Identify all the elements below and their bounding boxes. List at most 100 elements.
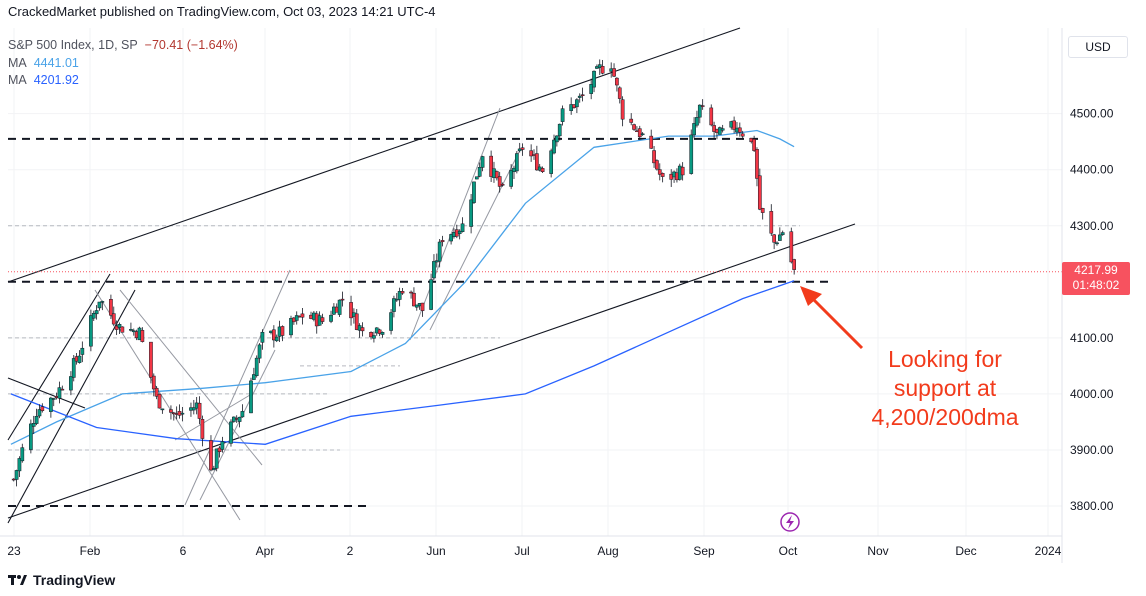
candle [289, 315, 293, 338]
candle [249, 377, 253, 414]
ma-legend-1[interactable]: MA 4441.01 [8, 56, 79, 70]
candle [34, 408, 39, 426]
candle [114, 320, 119, 336]
candle [91, 310, 96, 321]
candle [474, 176, 479, 180]
x-tick-label: 2024 [1035, 544, 1062, 558]
candle-body [14, 470, 19, 480]
candle [617, 86, 622, 104]
annotation-line: support at [893, 375, 997, 401]
candle-body [652, 150, 656, 164]
candle-body [209, 440, 213, 471]
candle [517, 142, 522, 153]
y-tick-label: 4100.00 [1070, 331, 1114, 345]
x-tick-label: Sep [693, 544, 715, 558]
candle-body [360, 327, 365, 332]
candle-body [557, 123, 562, 137]
candle-body [757, 175, 762, 210]
candle [77, 350, 82, 364]
candle-body [529, 150, 533, 157]
candle [229, 419, 233, 447]
candle [400, 288, 405, 295]
candle-body [615, 77, 619, 86]
candle [540, 166, 545, 174]
candle [737, 122, 742, 137]
candle [420, 302, 425, 317]
candle [120, 326, 125, 333]
candle [775, 241, 779, 246]
candle [320, 313, 325, 325]
candle-body [274, 336, 279, 342]
candle [575, 98, 579, 114]
candle [97, 301, 102, 311]
x-tick-label: Dec [955, 544, 976, 558]
candle [577, 93, 582, 103]
candle-body [29, 423, 33, 450]
candle [131, 328, 136, 336]
candle [260, 329, 265, 350]
candle-body [37, 409, 42, 417]
trend-channels [7, 27, 856, 524]
candle-body [140, 330, 145, 342]
candle [472, 181, 476, 205]
candle [557, 123, 562, 141]
currency-button[interactable]: USD [1068, 36, 1128, 58]
candle [457, 229, 462, 240]
candle-body [380, 332, 385, 335]
x-tick-label: Oct [779, 544, 798, 558]
helper-line [184, 269, 291, 506]
helper-line [429, 149, 521, 331]
candle [494, 170, 499, 181]
candle [480, 155, 485, 172]
candle-body [474, 176, 479, 180]
candle-body [320, 317, 325, 322]
candle [57, 381, 62, 404]
candle [649, 129, 654, 149]
candle [100, 300, 105, 311]
candle-body [109, 299, 113, 316]
candle [149, 341, 153, 384]
candle [211, 465, 216, 471]
symbol-legend: S&P 500 Index, 1D, SP −70.41 (−1.64%) [8, 38, 238, 52]
candle [412, 287, 416, 307]
candle-body [111, 313, 116, 325]
candle-body [755, 149, 759, 179]
candle-body [169, 409, 173, 413]
candle-body [114, 325, 119, 330]
x-tick-label: Apr [256, 544, 275, 558]
candle-body [354, 313, 359, 330]
candle-body [549, 150, 554, 174]
x-tick-label: 23 [7, 544, 21, 558]
candle-body [509, 170, 513, 187]
candle [392, 295, 396, 318]
candle-body [477, 167, 482, 177]
candle [49, 396, 53, 418]
candle-body [592, 70, 596, 88]
candle-body [200, 419, 205, 439]
ma-legend-2[interactable]: MA 4201.92 [8, 73, 79, 87]
candle-body [577, 95, 582, 98]
y-tick-label: 4300.00 [1070, 219, 1114, 233]
x-tick-label: 2 [347, 544, 354, 558]
candle [409, 290, 413, 299]
candle [337, 299, 342, 317]
y-tick-label: 3800.00 [1070, 499, 1114, 513]
candle-body [409, 291, 413, 294]
candle [772, 233, 776, 250]
candle [280, 325, 285, 342]
tradingview-logo[interactable]: TradingView [8, 572, 115, 588]
candle-body [257, 344, 262, 359]
candle [429, 273, 433, 311]
candle [200, 415, 205, 447]
candle-body [457, 230, 462, 234]
y-tick-label: 4400.00 [1070, 163, 1114, 177]
candlesticks [11, 59, 796, 487]
candle [372, 331, 376, 343]
candle [780, 230, 785, 236]
candle-body [377, 329, 382, 334]
candle-body [617, 87, 622, 99]
candle [274, 334, 279, 343]
candle-body [34, 415, 39, 424]
candle-body [437, 241, 442, 262]
